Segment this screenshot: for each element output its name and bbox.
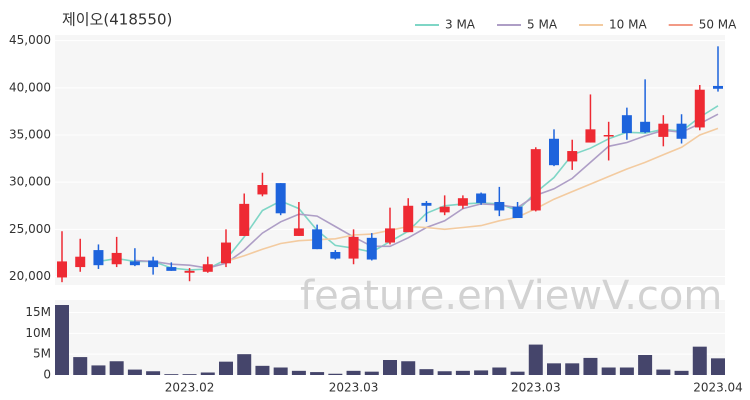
volume-bar (492, 367, 507, 375)
candle-body (658, 123, 669, 137)
candle-body (293, 228, 304, 236)
chart-title: 제이오(418550) (62, 11, 172, 29)
volume-bar (583, 357, 598, 375)
candle-body (676, 123, 687, 139)
candle-body (512, 206, 523, 219)
volume-bar (91, 365, 106, 375)
volume-bar (565, 363, 580, 375)
candle-body (494, 201, 505, 211)
volume-bar (310, 372, 325, 375)
volume-bar (291, 370, 306, 375)
volume-bar (510, 371, 525, 375)
candle-body (129, 261, 140, 266)
x-tick-label: 2023.04 (693, 381, 743, 395)
candle-body (111, 252, 122, 265)
volume-bar (656, 369, 671, 375)
candle-body (148, 260, 159, 268)
candle-body (257, 185, 268, 195)
x-tick-label: 2023.03 (511, 381, 561, 395)
volume-bar (638, 355, 653, 375)
candle-body (530, 149, 541, 211)
y-tick-label: 20,000 (9, 269, 51, 283)
candle-body (603, 135, 614, 137)
candle-body (184, 270, 195, 273)
volume-bar (437, 371, 452, 375)
candle-body (403, 205, 414, 233)
legend-label: 5 MA (527, 18, 558, 32)
volume-bar (711, 358, 725, 375)
y-tick-label: 10M (25, 326, 51, 340)
legend-label: 10 MA (609, 18, 647, 32)
volume-bar (619, 367, 634, 375)
volume-bar (674, 370, 689, 375)
volume-bar (255, 365, 270, 375)
candle-body (202, 264, 213, 272)
volume-bar (474, 370, 489, 375)
volume-bar (164, 374, 179, 375)
y-tick-label: 45,000 (9, 33, 51, 47)
candle-body (366, 237, 377, 260)
candle-body (713, 85, 723, 89)
volume-bar (455, 370, 470, 375)
candle-body (166, 267, 177, 271)
y-tick-label: 15M (25, 305, 51, 319)
x-tick-label: 2023.02 (165, 381, 215, 395)
y-tick-label: 5M (33, 347, 51, 361)
candle-body (621, 115, 632, 134)
candle-body (439, 206, 450, 213)
y-tick-label: 35,000 (9, 128, 51, 142)
y-tick-label: 40,000 (9, 80, 51, 94)
price-panel (55, 35, 725, 285)
volume-bar (328, 373, 343, 375)
candle-body (57, 261, 67, 278)
volume-bar (55, 305, 69, 375)
volume-bar (346, 370, 361, 375)
candle-body (275, 183, 286, 214)
candle-body (330, 251, 341, 259)
candle-body (221, 242, 231, 264)
ma-line (225, 127, 719, 263)
legend-label: 50 MA (699, 18, 737, 32)
watermark: feature.enViewV.com (300, 273, 722, 319)
volume-bar (182, 374, 197, 375)
volume-bar (127, 369, 142, 375)
volume-bar (219, 361, 233, 375)
volume-bar (364, 371, 379, 375)
volume-bar (547, 363, 561, 375)
volume-bar (601, 367, 616, 375)
volume-bar (273, 367, 288, 375)
candle-body (585, 129, 596, 143)
candle-body (239, 203, 250, 236)
candle-body (476, 193, 487, 203)
volume-bar (401, 361, 416, 375)
candle-body (348, 236, 359, 259)
legend-label: 3 MA (445, 18, 476, 32)
candle-body (567, 151, 578, 162)
candle-body (421, 202, 432, 206)
volume-bar (692, 346, 707, 375)
candle-body (312, 229, 323, 250)
candle-body (549, 138, 559, 166)
candle-body (457, 198, 468, 206)
volume-bar (200, 372, 215, 375)
volume-bar (109, 361, 124, 375)
y-tick-label: 30,000 (9, 175, 51, 189)
volume-bar (419, 369, 434, 375)
volume-bar (146, 371, 161, 375)
candle-body (694, 89, 705, 128)
volume-bar (528, 344, 543, 375)
candle-body (385, 228, 395, 243)
y-tick-label: 25,000 (9, 222, 51, 236)
candle-body (93, 250, 104, 266)
volume-bar (73, 357, 88, 375)
candle-body (640, 121, 651, 133)
candle-body (75, 256, 86, 268)
volume-bar (237, 354, 252, 375)
y-tick-label: 0 (43, 368, 51, 382)
volume-bar (383, 360, 397, 375)
x-tick-label: 2023.03 (329, 381, 379, 395)
